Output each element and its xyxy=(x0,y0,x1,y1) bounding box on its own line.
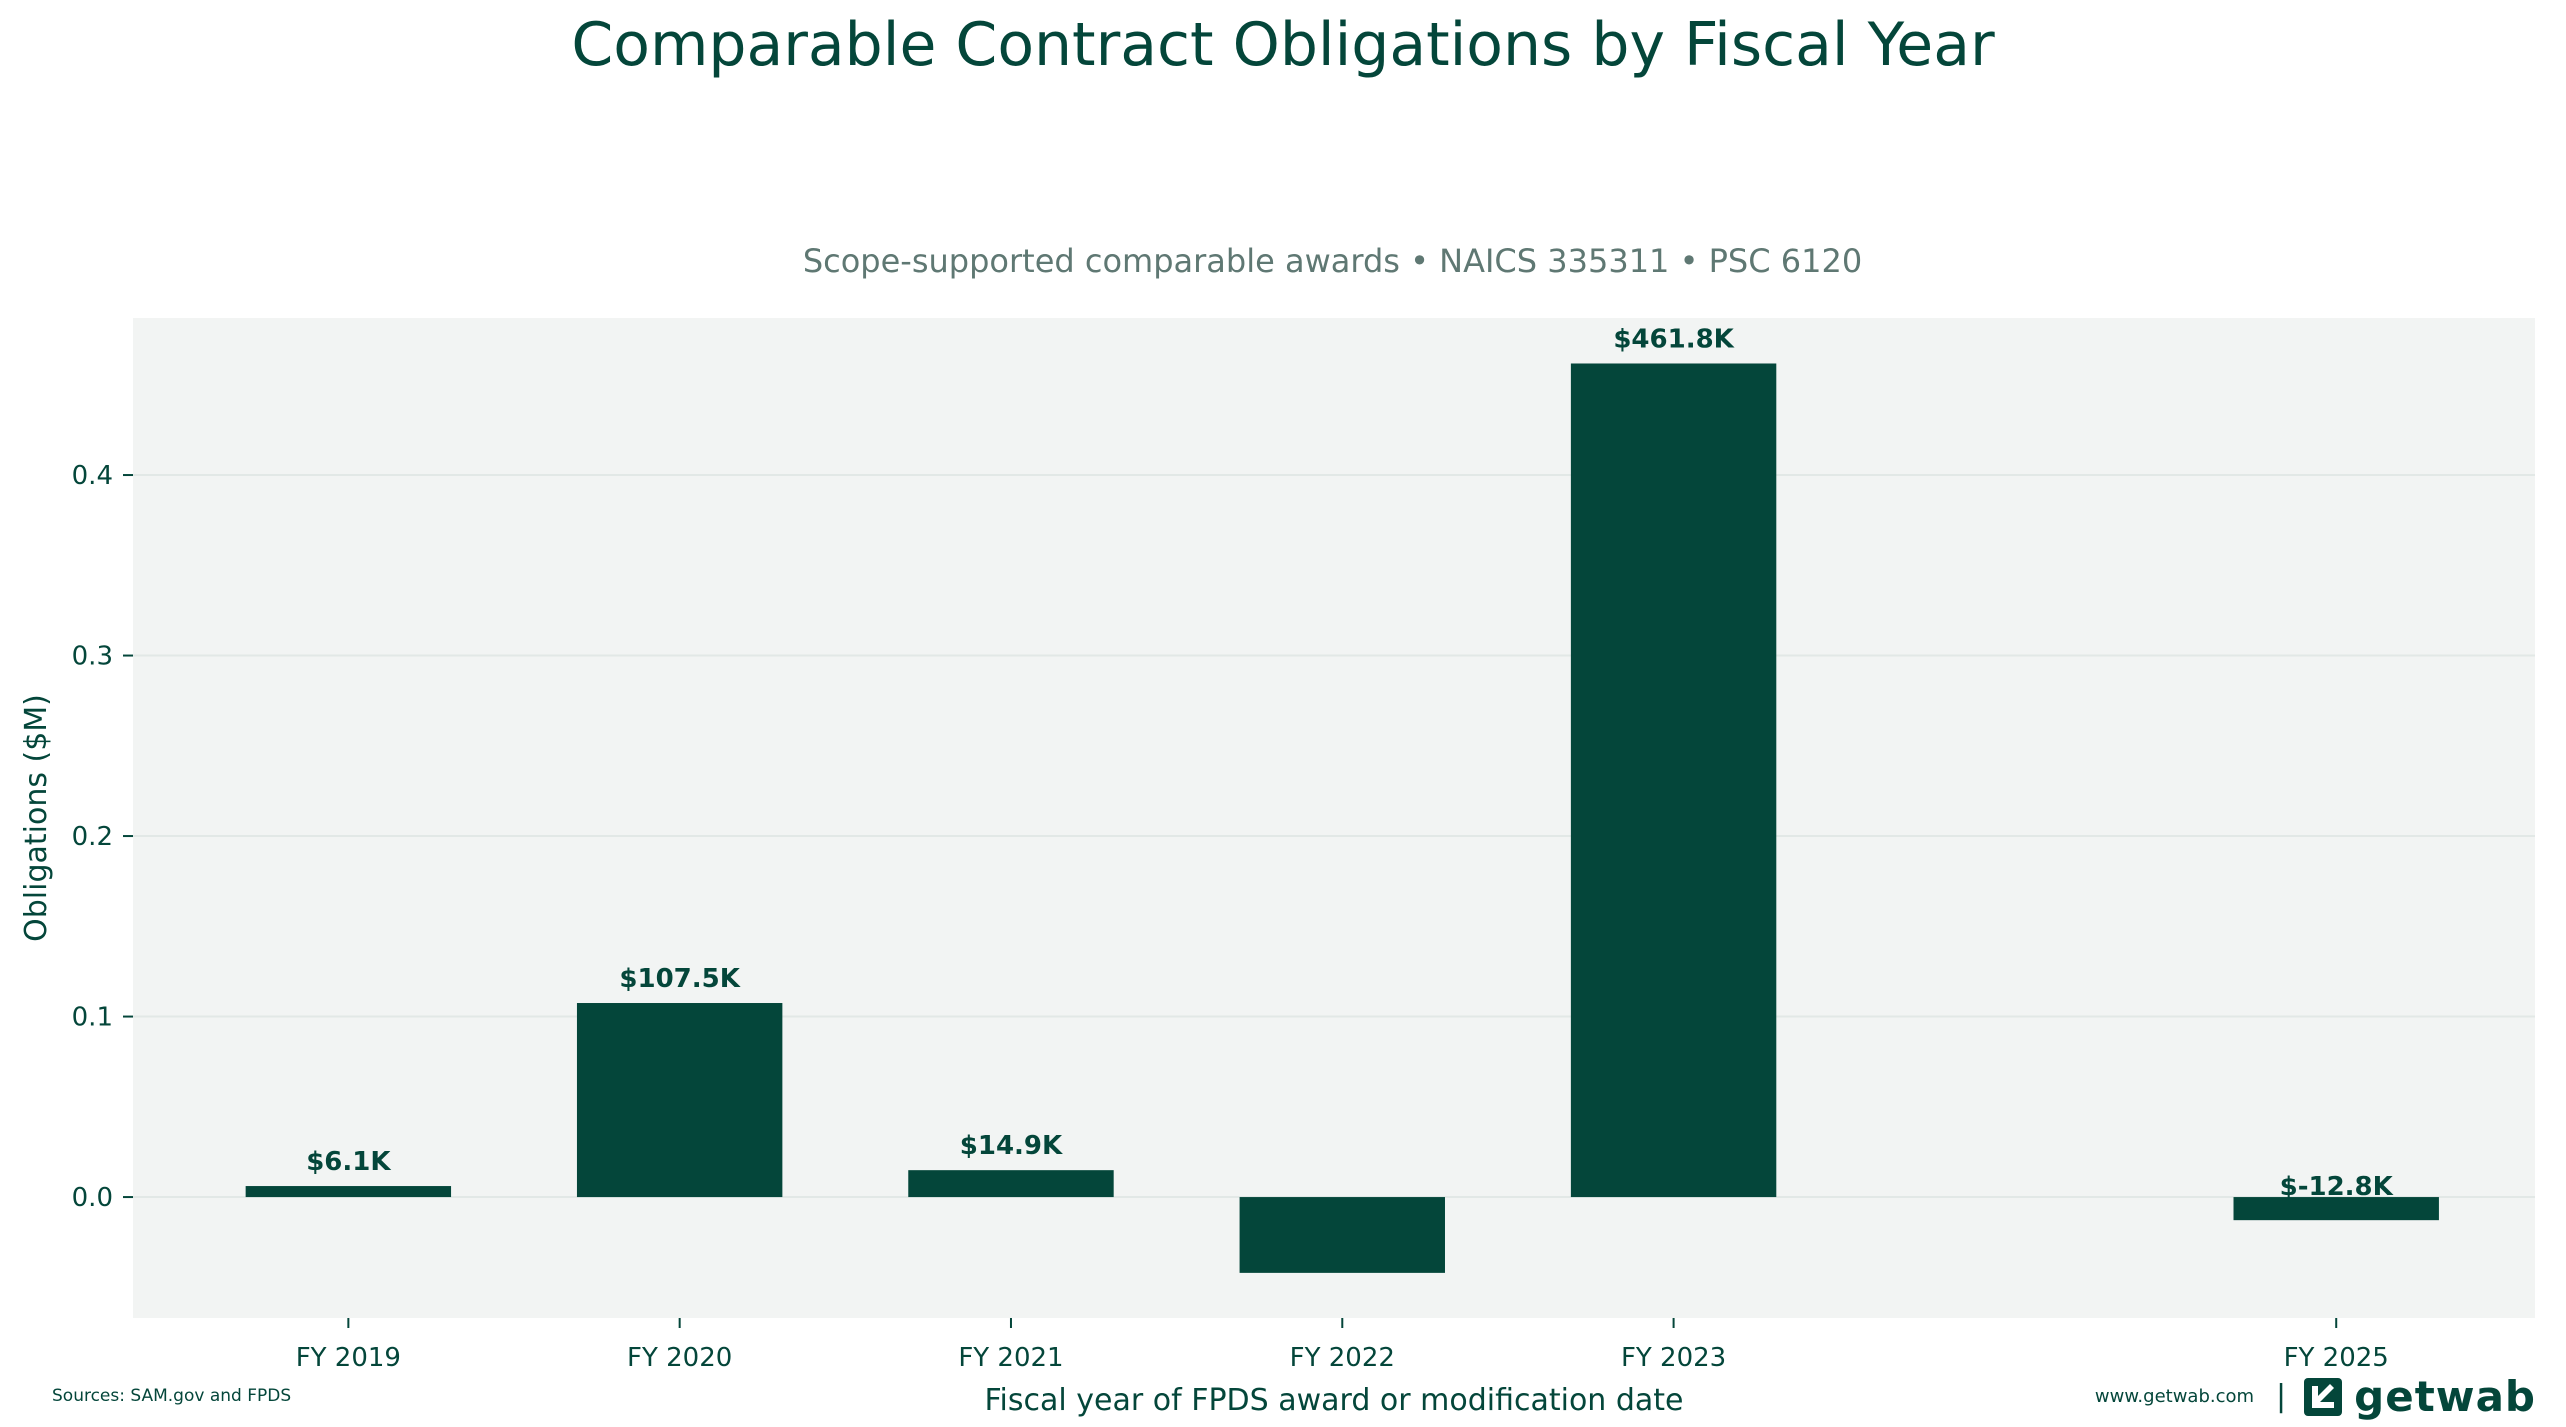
getwab-logo-icon xyxy=(2304,1377,2343,1416)
x-tick-label-5: FY 2025 xyxy=(2284,1343,2389,1373)
data-label-2: $14.9K xyxy=(960,1131,1063,1161)
x-axis-label: Fiscal year of FPDS award or modificatio… xyxy=(984,1383,1683,1418)
plot-area xyxy=(133,318,2535,1318)
x-tick-label-0: FY 2019 xyxy=(296,1343,401,1373)
bar-fy-2025 xyxy=(2233,1197,2439,1221)
chart-title: Comparable Contract Obligations by Fisca… xyxy=(571,10,1995,80)
y-axis-label: Obligations ($M) xyxy=(19,694,54,942)
x-tick-label-1: FY 2020 xyxy=(627,1343,732,1373)
x-axis: FY 2019 FY 2020 FY 2021 FY 2022 FY 2023 FY 20… xyxy=(296,1318,2389,1373)
bars xyxy=(245,363,2439,1273)
bar-fy-2019 xyxy=(245,1186,452,1198)
source-note: Sources: SAM.gov and FPDS xyxy=(52,1386,292,1406)
x-tick-label-2: FY 2021 xyxy=(958,1343,1063,1373)
getwab-logo-text: getwab xyxy=(2354,1372,2536,1421)
bar-fy-2020 xyxy=(576,1003,783,1198)
bar-fy-2021 xyxy=(908,1170,1114,1198)
y-axis: 0.0 0.1 0.2 0.3 0.4 xyxy=(72,461,133,1213)
site-link[interactable]: www.getwab.com xyxy=(2094,1386,2255,1407)
x-tick-label-4: FY 2023 xyxy=(1621,1343,1726,1373)
bar-fy-2022 xyxy=(1239,1197,1445,1273)
y-tick-label-1: 0.1 xyxy=(72,1003,113,1033)
y-tick-label-0: 0.0 xyxy=(72,1183,113,1213)
y-tick-label-2: 0.2 xyxy=(72,822,113,852)
y-tick-label-3: 0.3 xyxy=(72,642,113,672)
data-label-4: $461.8K xyxy=(1613,324,1734,354)
chart-subtitle: Scope-supported comparable awards • NAIC… xyxy=(802,242,1863,280)
x-tick-label-3: FY 2022 xyxy=(1290,1343,1395,1373)
brand-footer: www.getwab.com | getwab xyxy=(2095,1372,2536,1421)
data-labels: $6.1K $107.5K $14.9K $461.8K $-12.8K xyxy=(306,324,2393,1202)
y-tick-label-4: 0.4 xyxy=(72,461,113,491)
data-label-0: $6.1K xyxy=(306,1147,391,1177)
data-label-1: $107.5K xyxy=(619,964,740,994)
bar-fy-2023 xyxy=(1570,363,1777,1198)
data-label-5: $-12.8K xyxy=(2280,1172,2394,1202)
separator: | xyxy=(2276,1379,2287,1414)
